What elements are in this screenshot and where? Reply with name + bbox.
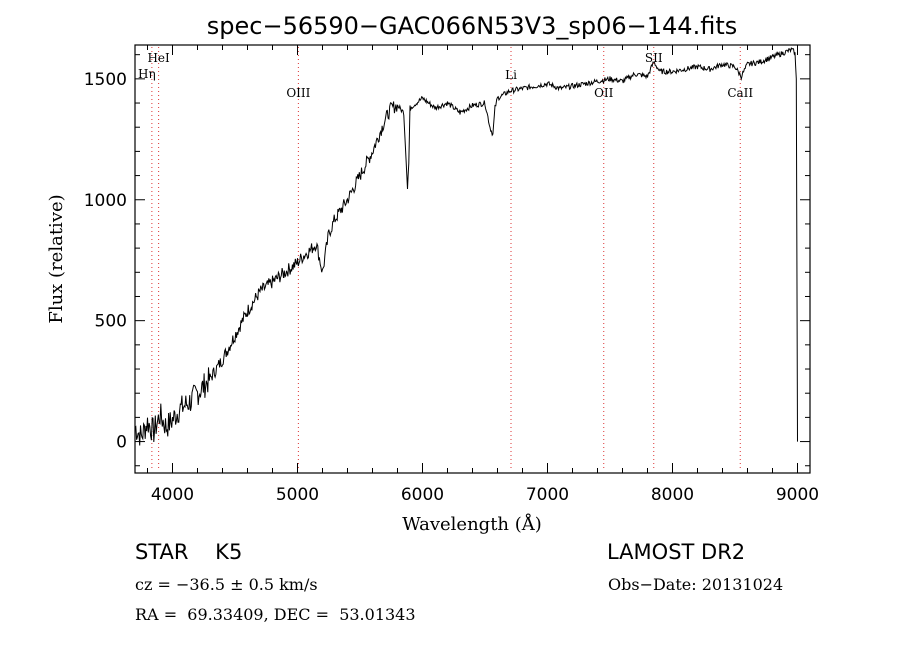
spectral-line-label: OII xyxy=(594,86,614,100)
x-tick-label: 8000 xyxy=(651,485,694,505)
plot-frame xyxy=(134,44,811,474)
y-tick-label: 1000 xyxy=(84,191,127,211)
redshift-value: cz = −36.5 ± 0.5 km/s xyxy=(135,575,318,594)
spectral-line-label: Li xyxy=(505,68,517,82)
y-axis-label: Flux (relative) xyxy=(46,194,67,323)
observation-date: Obs−Date: 20131024 xyxy=(608,575,784,594)
spectral-line-label: CaII xyxy=(727,86,753,100)
spectral-line-label: HeI xyxy=(147,51,170,65)
spectral-line-label: Hη xyxy=(138,67,156,81)
spectral-lines: HeI Hη OIII Li OII SII CaII xyxy=(138,47,753,471)
x-tick-label: 4000 xyxy=(151,485,194,505)
star-type: STAR K5 xyxy=(135,540,243,564)
x-tick-label: 6000 xyxy=(401,485,444,505)
x-tick-label: 5000 xyxy=(276,485,319,505)
y-tick-label: 0 xyxy=(116,433,127,453)
chart-title: spec−56590−GAC066N53V3_sp06−144.fits xyxy=(207,12,737,40)
x-axis-label: Wavelength (Å) xyxy=(402,513,542,535)
y-tick-label: 500 xyxy=(95,312,127,332)
spectrum-line xyxy=(134,47,798,446)
spectral-line-label: SII xyxy=(645,51,663,65)
coordinates: RA = 69.33409, DEC = 53.01343 xyxy=(135,605,416,624)
x-tick-label: 9000 xyxy=(776,485,819,505)
survey-name: LAMOST DR2 xyxy=(607,540,746,564)
spectral-line-label: OIII xyxy=(286,86,310,100)
axis-ticks: 4000 5000 6000 7000 8000 9000 0 500 1000 1500 xyxy=(84,45,819,505)
x-tick-label: 7000 xyxy=(526,485,569,505)
y-tick-label: 1500 xyxy=(84,70,127,90)
